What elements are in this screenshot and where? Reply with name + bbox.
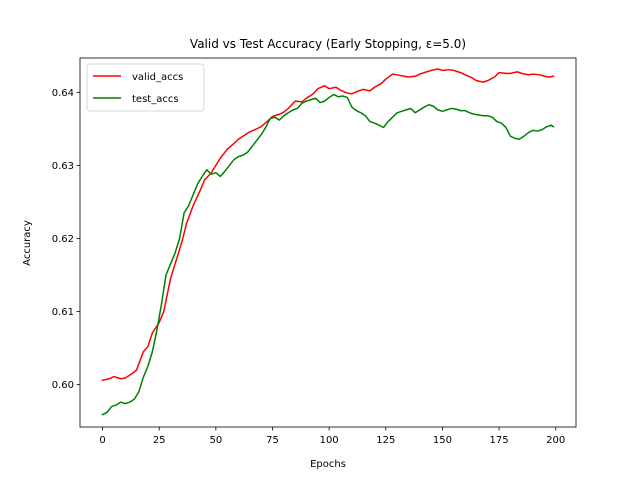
legend-label-valid-accs: valid_accs: [132, 72, 183, 83]
y-axis-label: Accuracy: [22, 220, 33, 266]
x-tick-label: 25: [153, 435, 166, 446]
plot-background: [80, 58, 576, 427]
y-tick-label: 0.64: [52, 88, 74, 99]
x-axis-label: Epochs: [310, 459, 346, 470]
y-axis: 0.60 0.61 0.62 0.63 0.64: [52, 88, 80, 391]
x-tick-label: 0: [99, 435, 105, 446]
series-group: [101, 68, 555, 416]
x-tick-label: 100: [320, 435, 339, 446]
series-line-test-accs: [101, 93, 555, 416]
y-tick-label: 0.62: [52, 234, 74, 245]
x-tick-label: 200: [546, 435, 565, 446]
legend: valid_accs test_accs: [86, 63, 205, 112]
y-tick-label: 0.61: [52, 307, 74, 318]
plot-frame: [79, 57, 577, 428]
x-tick-label: 75: [266, 435, 279, 446]
x-tick-label: 150: [433, 435, 452, 446]
chart-title: Valid vs Test Accuracy (Early Stopping, …: [190, 37, 466, 51]
x-tick-label: 175: [490, 435, 509, 446]
y-tick-label: 0.60: [52, 380, 74, 391]
x-tick-label: 125: [376, 435, 395, 446]
series-line-valid-accs: [101, 68, 555, 382]
legend-label-test-accs: test_accs: [132, 94, 179, 105]
x-axis: 0 25 50 75 100 125 150 175 200: [99, 427, 565, 446]
plot-area: [79, 57, 577, 428]
y-tick-label: 0.63: [52, 161, 74, 172]
x-tick-label: 50: [209, 435, 222, 446]
